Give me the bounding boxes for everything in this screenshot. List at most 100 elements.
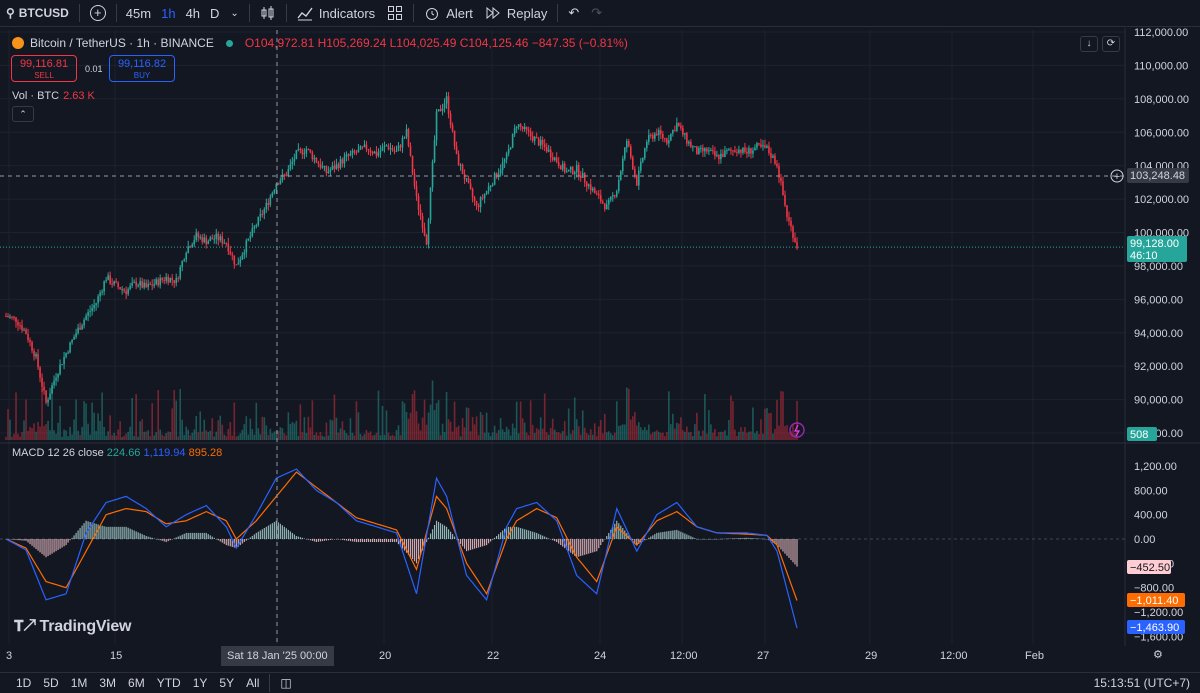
macd-hist-bar xyxy=(45,539,47,558)
macd-hist-bar xyxy=(105,526,107,539)
interval-45m[interactable]: 45m xyxy=(125,5,152,21)
range-5y[interactable]: 5Y xyxy=(219,676,235,690)
collapse-legend-button[interactable]: ⌃ xyxy=(12,106,34,122)
candle-body xyxy=(688,141,690,144)
volume-bar xyxy=(389,435,392,440)
macd-hist-bar xyxy=(447,529,450,539)
chart-canvas[interactable]: 112,000.00 110,000.00 108,000.00 106,000.00… xyxy=(0,28,1200,646)
volume-bar xyxy=(263,417,266,440)
macd-hist-bar xyxy=(321,539,323,542)
macd-hist-bar xyxy=(127,527,129,539)
candle-body xyxy=(533,136,536,141)
candle-body xyxy=(652,134,654,139)
layouts-button[interactable] xyxy=(381,0,409,27)
candle-body xyxy=(449,113,452,126)
candle-body xyxy=(593,188,596,194)
macd-hist-bar xyxy=(558,539,560,544)
compare-button[interactable]: + xyxy=(84,0,112,27)
chevron-down-icon[interactable]: ⌄ xyxy=(230,7,239,19)
macd-hist-bar xyxy=(237,539,239,547)
candle-body xyxy=(279,180,282,185)
volume-bar xyxy=(79,435,81,440)
volume-bar xyxy=(157,389,159,440)
volume-bar xyxy=(672,413,674,440)
macd-line-badge xyxy=(1127,620,1185,634)
replay-button[interactable]: Replay xyxy=(479,0,553,27)
volume-bar xyxy=(111,435,113,440)
volume-bar xyxy=(471,417,474,440)
volume-bar xyxy=(483,432,486,440)
range-3m[interactable]: 3M xyxy=(99,676,117,690)
candle-body xyxy=(193,240,196,245)
volume-bar xyxy=(491,432,494,440)
volume-bar xyxy=(259,434,262,440)
symbol-search[interactable]: ⚲ BTCUSD xyxy=(0,0,75,27)
candle-body xyxy=(499,169,502,174)
refresh-icon[interactable]: ⟳ xyxy=(1102,36,1120,52)
download-icon[interactable]: ↓ xyxy=(1080,36,1098,52)
candle-body xyxy=(501,162,504,170)
macd-hist-bar xyxy=(317,539,319,542)
volume-bar xyxy=(724,430,726,440)
volume-bar xyxy=(85,403,87,440)
volume-bar xyxy=(720,431,722,440)
range-ytd[interactable]: YTD xyxy=(156,676,181,690)
volume-bar xyxy=(549,427,552,440)
settings-icon[interactable]: ⚙ xyxy=(1153,649,1163,661)
candle-body xyxy=(141,281,143,288)
macd-hist-bar xyxy=(59,539,61,549)
candle-body xyxy=(467,178,470,184)
macd-hist-bar xyxy=(475,539,478,549)
volume-bar xyxy=(23,420,25,440)
volume-bar xyxy=(383,434,386,440)
candle-body xyxy=(307,149,310,151)
macd-hist-bar xyxy=(600,539,602,546)
goto-date-icon[interactable]: ◫ xyxy=(280,676,292,690)
volume-bar xyxy=(369,431,372,440)
candle-body xyxy=(491,184,494,186)
macd-hist-bar xyxy=(672,530,674,539)
alert-button[interactable]: Alert xyxy=(418,0,479,27)
range-1y[interactable]: 1Y xyxy=(192,676,208,690)
candle-body xyxy=(764,145,766,148)
volume-bar xyxy=(633,411,636,440)
time-axis[interactable]: 3 15 20 22 24 12:00 27 29 12:00 Feb ⚙ xyxy=(0,646,1200,666)
range-all[interactable]: All xyxy=(246,676,260,690)
interval-1h[interactable]: 1h xyxy=(161,5,176,21)
candle-body xyxy=(417,196,420,210)
range-1m[interactable]: 1M xyxy=(70,676,88,690)
range-6m[interactable]: 6M xyxy=(128,676,145,690)
candle-body xyxy=(493,173,496,185)
candle-body xyxy=(107,275,109,281)
candle-body xyxy=(305,149,308,154)
buy-button[interactable]: 99,116.82 BUY xyxy=(109,55,175,82)
volume-bar xyxy=(539,417,542,440)
undo-button[interactable]: ↶ xyxy=(562,0,585,27)
chart-area[interactable]: 112,000.00 110,000.00 108,000.00 106,000.00… xyxy=(0,28,1200,646)
volume-bar xyxy=(525,432,528,440)
replay-icon xyxy=(486,6,500,20)
chart-type-button[interactable] xyxy=(254,0,282,27)
candle-body xyxy=(792,226,794,239)
candle-body xyxy=(205,237,208,245)
macd-hist-bar xyxy=(339,539,342,540)
macd-hist-bar xyxy=(187,532,189,539)
macd-hist-bar xyxy=(484,539,486,546)
redo-button[interactable]: ↷ xyxy=(585,0,608,27)
volume-bar xyxy=(788,432,790,440)
candle-body xyxy=(409,145,412,156)
volume-bar xyxy=(297,436,300,440)
range-5d[interactable]: 5D xyxy=(43,676,59,690)
interval-d[interactable]: D xyxy=(210,5,220,21)
clock[interactable]: 15:13:51 (UTC+7) xyxy=(1093,676,1190,690)
range-1d[interactable]: 1D xyxy=(16,676,32,690)
indicators-button[interactable]: Indicators xyxy=(291,0,381,27)
interval-4h[interactable]: 4h xyxy=(185,5,201,21)
candle-body xyxy=(69,342,71,353)
candle-body xyxy=(654,133,656,139)
sell-button[interactable]: 99,116.81 SELL xyxy=(11,55,77,82)
candle-body xyxy=(722,153,724,157)
volume-bar xyxy=(730,395,732,440)
candle-body xyxy=(429,187,432,220)
candle-body xyxy=(748,148,750,154)
